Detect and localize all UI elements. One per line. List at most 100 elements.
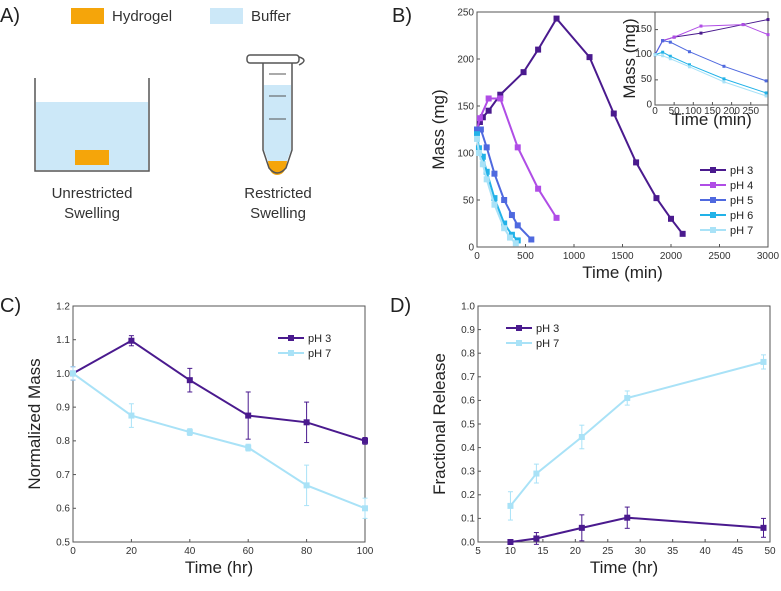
data-point bbox=[512, 240, 519, 247]
caption-unrestricted-2: Swelling bbox=[64, 205, 120, 222]
data-point bbox=[245, 412, 252, 419]
data-point bbox=[303, 482, 310, 489]
data-point bbox=[672, 35, 676, 39]
data-point bbox=[535, 46, 542, 53]
x-tick-label: 35 bbox=[667, 546, 679, 557]
data-point bbox=[764, 91, 768, 95]
data-point bbox=[491, 201, 498, 208]
data-point bbox=[624, 514, 631, 521]
legend-marker bbox=[710, 197, 716, 203]
chart-C: 0 20 40 60 80 100 0.5 0.6 0.7 0.8 0.9 1.0 1.1 1.2 Time… bbox=[25, 301, 374, 577]
data-point bbox=[653, 195, 660, 202]
data-point bbox=[699, 24, 703, 28]
x-tick-label: 3000 bbox=[757, 251, 780, 262]
data-point bbox=[474, 135, 480, 142]
data-point bbox=[497, 95, 504, 102]
data-point bbox=[474, 131, 480, 138]
x-tick-label: 0 bbox=[652, 106, 658, 117]
y-tick-label: 0.3 bbox=[461, 467, 475, 478]
legend-label: pH 7 bbox=[536, 338, 559, 350]
x-tick-label: 1000 bbox=[563, 251, 586, 262]
x-tick-label: 20 bbox=[570, 546, 582, 557]
tube-icon bbox=[246, 54, 305, 175]
data-point bbox=[476, 115, 483, 122]
data-point bbox=[514, 222, 521, 229]
x-tick-label: 1500 bbox=[611, 251, 634, 262]
series-ph7 bbox=[70, 366, 368, 519]
data-point bbox=[766, 33, 770, 37]
data-point bbox=[483, 168, 490, 175]
data-point bbox=[766, 18, 770, 22]
x-tick-label: 20 bbox=[126, 546, 138, 557]
data-point bbox=[508, 212, 515, 219]
beaker-icon bbox=[34, 78, 150, 172]
x-tick-label: 45 bbox=[732, 546, 744, 557]
y-tick-label: 0.0 bbox=[461, 537, 475, 548]
data-point bbox=[764, 79, 768, 83]
data-point bbox=[668, 57, 672, 61]
y-tick-label: 1.1 bbox=[56, 335, 70, 346]
data-point bbox=[764, 94, 768, 98]
data-point bbox=[479, 153, 486, 160]
caption-restricted-2: Swelling bbox=[250, 205, 306, 222]
data-point bbox=[506, 234, 513, 241]
panel-d-label: D) bbox=[390, 295, 411, 317]
data-point bbox=[479, 161, 486, 168]
x-tick-label: 0 bbox=[474, 251, 480, 262]
y-tick-label: 1.0 bbox=[56, 369, 70, 380]
chart-D: 5 10 15 20 25 30 35 40 45 50 0.0 0.1 0.2 0.3 0.4 0.5 0.6… bbox=[430, 301, 776, 577]
data-point bbox=[687, 50, 691, 54]
y-tick-label: 1.0 bbox=[461, 301, 475, 312]
x-tick-label: 40 bbox=[700, 546, 712, 557]
legend-buffer: Buffer bbox=[251, 8, 291, 25]
y-tick-label: 0.8 bbox=[461, 349, 475, 360]
data-point bbox=[186, 429, 193, 436]
data-point bbox=[553, 15, 560, 22]
legend-marker bbox=[710, 227, 716, 233]
legend-marker bbox=[516, 325, 522, 331]
data-point bbox=[668, 215, 674, 222]
y-axis-title: Normalized Mass bbox=[25, 358, 44, 489]
x-tick-label: 150 bbox=[704, 106, 721, 117]
x-tick-label: 50 bbox=[669, 106, 681, 117]
x-tick-label: 30 bbox=[635, 546, 647, 557]
x-tick-label: 5 bbox=[475, 546, 481, 557]
series-ph3 bbox=[507, 506, 767, 545]
data-point bbox=[741, 23, 745, 27]
y-tick-label: 0.1 bbox=[461, 514, 475, 525]
plot-frame bbox=[477, 305, 771, 543]
data-point bbox=[245, 444, 252, 451]
series-ph7 bbox=[474, 135, 519, 247]
legend-label: pH 3 bbox=[730, 165, 753, 177]
data-point bbox=[520, 69, 527, 76]
data-point bbox=[533, 535, 540, 542]
x-tick-label: 100 bbox=[685, 106, 702, 117]
data-point bbox=[491, 195, 498, 202]
x-tick-label: 80 bbox=[301, 546, 313, 557]
data-point bbox=[128, 337, 135, 344]
data-point bbox=[128, 412, 135, 419]
legend-marker bbox=[288, 350, 294, 356]
legend-hydrogel: Hydrogel bbox=[112, 8, 172, 25]
caption-unrestricted-1: Unrestricted bbox=[52, 185, 133, 202]
y-tick-label: 150 bbox=[635, 24, 652, 35]
data-point bbox=[485, 95, 492, 102]
y-tick-label: 0.6 bbox=[56, 504, 70, 515]
data-point bbox=[501, 220, 508, 227]
y-tick-label: 0.4 bbox=[461, 443, 475, 454]
data-point bbox=[679, 230, 686, 237]
y-tick-label: 1.2 bbox=[56, 301, 70, 312]
y-tick-label: 0.8 bbox=[56, 436, 70, 447]
y-axis-title: Mass (mg) bbox=[620, 18, 639, 98]
data-point bbox=[699, 31, 703, 35]
x-axis-title: Time (min) bbox=[582, 263, 663, 282]
data-point bbox=[668, 40, 672, 44]
y-tick-label: 0.5 bbox=[461, 419, 475, 430]
legend-marker bbox=[516, 340, 522, 346]
data-point bbox=[483, 144, 490, 151]
y-tick-label: 50 bbox=[463, 195, 475, 206]
panel-c-label: C) bbox=[0, 295, 21, 317]
x-tick-label: 10 bbox=[505, 546, 517, 557]
